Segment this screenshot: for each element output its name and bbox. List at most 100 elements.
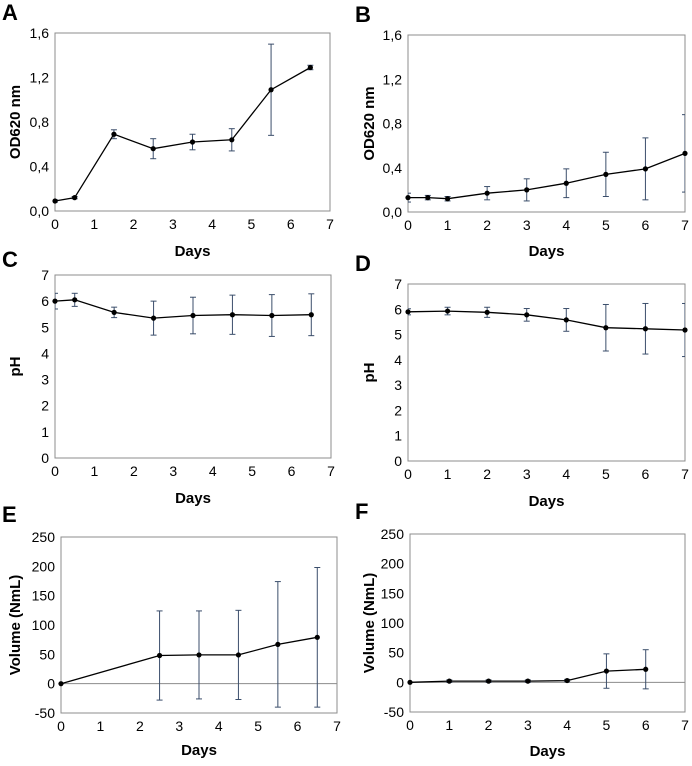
- x-tick-label: 7: [681, 717, 689, 733]
- x-tick-label: 5: [248, 216, 256, 232]
- data-point: [150, 146, 156, 152]
- data-point: [314, 634, 320, 640]
- x-tick-label: 6: [642, 466, 650, 482]
- x-axis-title: Days: [181, 742, 217, 759]
- x-tick-label: 4: [562, 466, 570, 482]
- data-point: [52, 198, 58, 204]
- x-tick-label: 1: [444, 466, 452, 482]
- y-tick-label: 50: [388, 645, 404, 661]
- data-point: [446, 678, 452, 684]
- x-tick-label: 3: [523, 466, 531, 482]
- data-point: [190, 312, 196, 319]
- x-tick-label: 6: [288, 463, 296, 479]
- data-point: [308, 312, 314, 318]
- y-tick-label: 250: [381, 526, 405, 542]
- x-axis-title: Days: [529, 493, 565, 510]
- x-tick-label: 5: [602, 217, 610, 233]
- x-tick-label: 6: [287, 216, 295, 232]
- data-point: [72, 195, 78, 201]
- x-tick-label: 2: [130, 216, 138, 232]
- x-tick-label: 1: [445, 717, 453, 733]
- x-tick-label: 5: [602, 466, 610, 482]
- x-tick-label: 1: [444, 217, 452, 233]
- y-tick-label: 5: [41, 319, 49, 335]
- x-axis-title: Days: [175, 490, 211, 507]
- panel-b: B 0 1 2 3 4 5 6 7 0,0 0,4 0,8 1,2 1,6 Days OD620 nm: [355, 2, 689, 260]
- x-tick-label: 6: [294, 718, 302, 734]
- panel-c: C 0 1 2 3 4 5 6 7 0 1 2 3 4 5 6 7 Days pH: [2, 247, 335, 507]
- data-point: [643, 666, 649, 672]
- y-axis-title: OD620 nm: [7, 85, 24, 159]
- panel-d: D 0 1 2 3 4 5 6 7 0 1 2 3 4 5 6 7 Days pH: [355, 251, 689, 510]
- y-axis-title: Volume (NmL): [361, 573, 378, 674]
- x-tick-label: 0: [57, 718, 65, 734]
- y-tick-label: 0,0: [30, 203, 50, 219]
- y-tick-label: 7: [394, 276, 402, 292]
- data-point: [564, 677, 570, 684]
- series-line: [54, 299, 312, 319]
- x-tick-label: 7: [327, 463, 335, 479]
- data-point: [275, 641, 281, 647]
- y-tick-label: 0: [47, 676, 55, 692]
- y-tick-label: 100: [32, 617, 56, 633]
- x-tick-label: 1: [90, 216, 98, 232]
- data-point: [229, 137, 235, 143]
- data-point: [405, 309, 411, 315]
- error-bars: [446, 649, 649, 690]
- data-point: [603, 325, 609, 331]
- x-tick-label: 3: [169, 216, 177, 232]
- x-tick-label: 0: [51, 216, 59, 232]
- data-point: [196, 652, 202, 658]
- x-tick-label: 1: [97, 718, 105, 734]
- y-tick-label: -50: [35, 705, 55, 721]
- data-point: [425, 195, 431, 201]
- data-point: [268, 87, 274, 93]
- data-point: [229, 312, 236, 318]
- x-tick-label: 6: [642, 717, 650, 733]
- plot-frame: [54, 32, 331, 212]
- x-tick-label: 5: [603, 717, 611, 733]
- data-point: [682, 150, 688, 156]
- y-tick-label: 2: [394, 402, 402, 418]
- data-point: [524, 312, 530, 318]
- x-tick-label: 2: [485, 717, 493, 733]
- x-tick-label: 4: [215, 718, 223, 734]
- y-tick-label: 1: [394, 428, 402, 444]
- y-tick-label: 250: [32, 529, 56, 545]
- data-point: [603, 171, 609, 177]
- plot-frame: [60, 536, 338, 714]
- y-tick-label: 1,2: [30, 70, 50, 86]
- data-point: [405, 195, 411, 201]
- x-tick-label: 4: [562, 217, 570, 233]
- x-tick-label: 5: [248, 463, 256, 479]
- panel-letter-f: F: [355, 499, 368, 524]
- y-tick-label: 5: [394, 327, 402, 343]
- y-tick-label: 1: [41, 424, 49, 440]
- y-tick-label: 0: [396, 674, 404, 690]
- x-tick-label: 7: [333, 718, 341, 734]
- data-point: [269, 312, 275, 319]
- y-axis-title: pH: [361, 363, 378, 383]
- x-tick-label: 3: [524, 717, 532, 733]
- y-tick-label: 1,6: [30, 25, 50, 41]
- x-tick-label: 2: [483, 466, 491, 482]
- y-tick-label: 50: [39, 646, 55, 662]
- data-point: [52, 298, 58, 304]
- data-point: [58, 681, 64, 687]
- panel-letter-b: B: [355, 2, 371, 27]
- x-tick-label: 7: [681, 466, 689, 482]
- plot-frame: [54, 274, 332, 459]
- y-tick-label: 3: [394, 377, 402, 393]
- x-tick-label: 0: [406, 717, 414, 733]
- x-tick-label: 1: [91, 463, 99, 479]
- y-tick-label: 0,4: [30, 159, 50, 175]
- x-tick-label: 4: [209, 463, 217, 479]
- y-tick-label: 200: [381, 556, 405, 572]
- panel-letter-e: E: [2, 502, 17, 527]
- y-axis-title: OD620 nm: [361, 86, 378, 160]
- y-tick-label: 0: [394, 453, 402, 469]
- x-tick-label: 2: [136, 718, 144, 734]
